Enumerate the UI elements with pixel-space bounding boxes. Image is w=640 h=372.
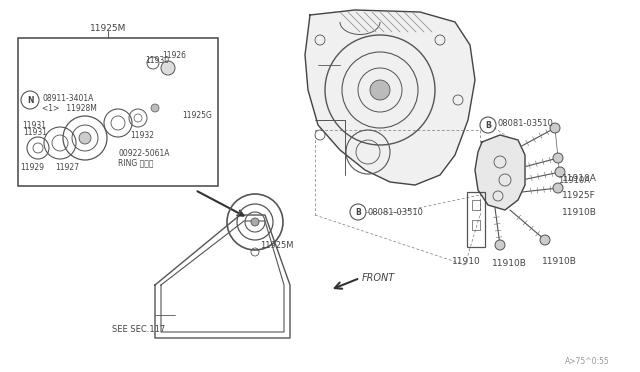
Text: 11910B: 11910B	[562, 208, 597, 217]
Polygon shape	[305, 10, 475, 185]
Circle shape	[495, 240, 505, 250]
Bar	[18, 38, 218, 186]
Text: 11926: 11926	[162, 51, 186, 60]
Circle shape	[550, 123, 560, 133]
Text: 08081-03510: 08081-03510	[498, 119, 554, 128]
Text: A>75^0:55: A>75^0:55	[565, 357, 610, 366]
Text: N: N	[27, 96, 33, 105]
Text: 11925M: 11925M	[260, 241, 294, 250]
Text: 11925M: 11925M	[90, 23, 126, 32]
Text: 11910A: 11910A	[558, 176, 590, 185]
Bar	[467, 192, 485, 247]
Bar	[472, 220, 480, 230]
Text: 11925F: 11925F	[562, 190, 596, 199]
Text: <1>   11928M: <1> 11928M	[42, 103, 97, 112]
Text: SEE SEC.117: SEE SEC.117	[112, 326, 165, 334]
Text: B: B	[485, 121, 491, 129]
Circle shape	[555, 167, 565, 177]
Text: 11931: 11931	[22, 121, 46, 129]
Polygon shape	[475, 135, 525, 210]
Text: 11925G: 11925G	[182, 110, 212, 119]
Circle shape	[79, 132, 91, 144]
Text: FRONT: FRONT	[362, 273, 396, 283]
Text: 11927: 11927	[55, 163, 79, 171]
Text: 11910A: 11910A	[562, 173, 597, 183]
Text: 11910B: 11910B	[542, 257, 577, 266]
Circle shape	[151, 104, 159, 112]
Text: 11932: 11932	[130, 131, 154, 140]
Text: 11910B: 11910B	[492, 259, 527, 267]
Circle shape	[161, 61, 175, 75]
Circle shape	[251, 218, 259, 226]
Text: 08081-03510: 08081-03510	[368, 208, 424, 217]
Text: 00922-5061A: 00922-5061A	[118, 148, 170, 157]
Bar	[472, 200, 480, 210]
Text: RING リング: RING リング	[118, 158, 154, 167]
Circle shape	[370, 80, 390, 100]
Text: 11930: 11930	[145, 55, 169, 64]
Circle shape	[553, 153, 563, 163]
Text: 11910: 11910	[452, 257, 481, 266]
Text: 11931: 11931	[23, 128, 47, 137]
Circle shape	[553, 183, 563, 193]
Circle shape	[540, 235, 550, 245]
Text: B: B	[355, 208, 361, 217]
Text: 08911-3401A: 08911-3401A	[42, 93, 93, 103]
Text: 11929: 11929	[20, 163, 44, 171]
